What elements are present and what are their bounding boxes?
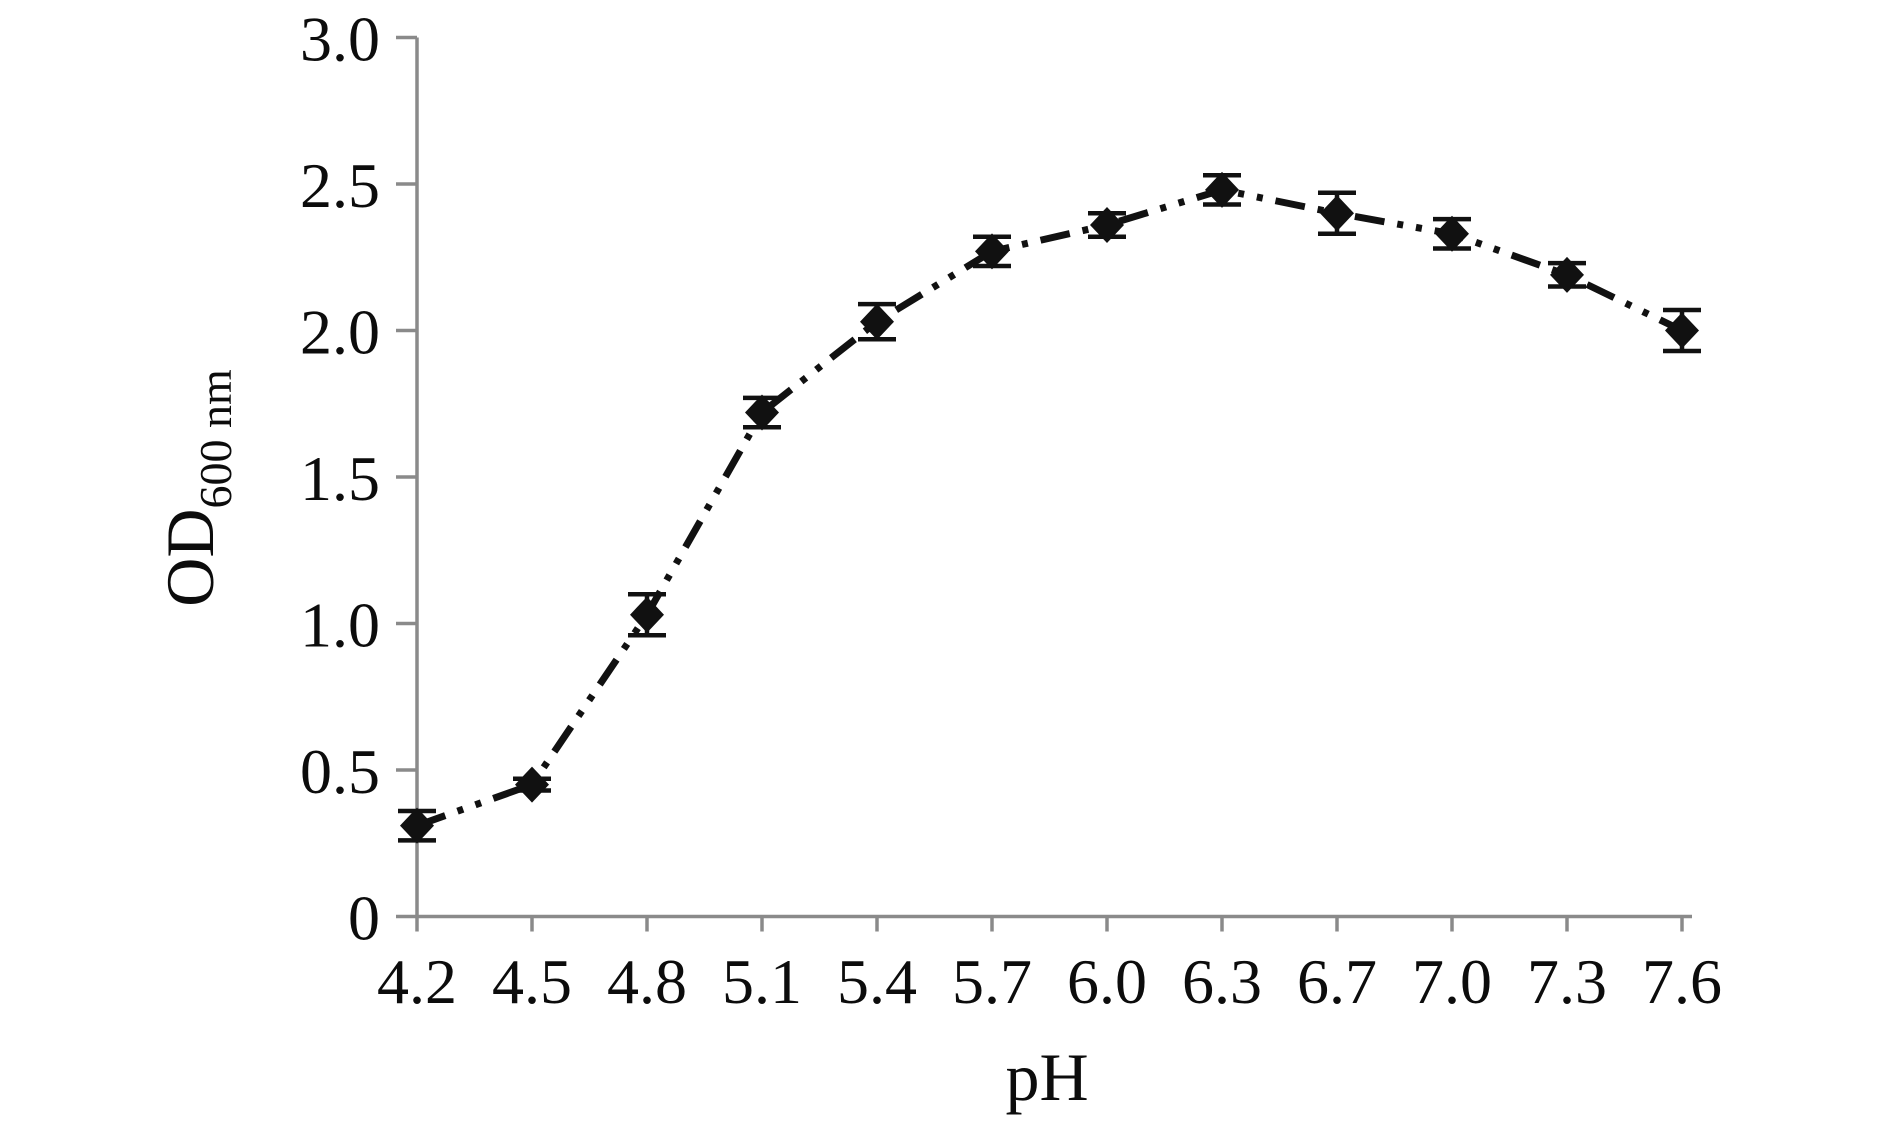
y-axis-tick-label: 1.5 [300,443,380,514]
x-axis-tick-label: 4.5 [492,946,572,1017]
data-point-marker [630,596,664,633]
data-point-marker [400,807,434,844]
data-point-marker [1665,312,1699,349]
y-axis-tick-label: 2.0 [300,297,380,368]
y-axis-title-main: OD [152,509,228,607]
x-axis-tick-label: 7.0 [1412,946,1492,1017]
x-axis-tick-label: 5.1 [722,946,802,1017]
x-axis-tick-label: 6.7 [1297,946,1377,1017]
data-point-marker [1090,207,1124,244]
data-point-marker [1550,256,1584,293]
x-axis-tick-label: 5.4 [837,946,917,1017]
data-point-marker [860,303,894,340]
x-axis-title: pH [1005,1039,1088,1115]
x-axis-tick-label: 7.3 [1527,946,1607,1017]
data-point-marker [1320,195,1354,232]
y-axis-title: OD600 nm [152,369,241,607]
data-point-marker [745,394,779,431]
x-axis-tick-label: 4.2 [377,946,457,1017]
y-axis-tick-label: 1.0 [300,590,380,661]
x-axis-tick-label: 4.8 [607,946,687,1017]
y-axis-tick-label: 0.5 [300,736,380,807]
data-point-marker [975,233,1009,270]
x-axis-tick-label: 7.6 [1642,946,1722,1017]
data-point-marker [515,766,549,803]
x-axis-tick-label: 5.7 [952,946,1032,1017]
data-point-marker [1435,215,1469,252]
y-axis-tick-label: 2.5 [300,150,380,221]
data-point-marker [1205,171,1239,208]
y-axis-tick-label: 3.0 [300,4,380,75]
y-axis-title-subscript: 600 nm [190,369,241,509]
series-line [415,186,1684,829]
y-axis-tick-label: 0 [348,883,380,954]
x-axis-tick-label: 6.3 [1182,946,1262,1017]
x-axis-tick-label: 6.0 [1067,946,1147,1017]
